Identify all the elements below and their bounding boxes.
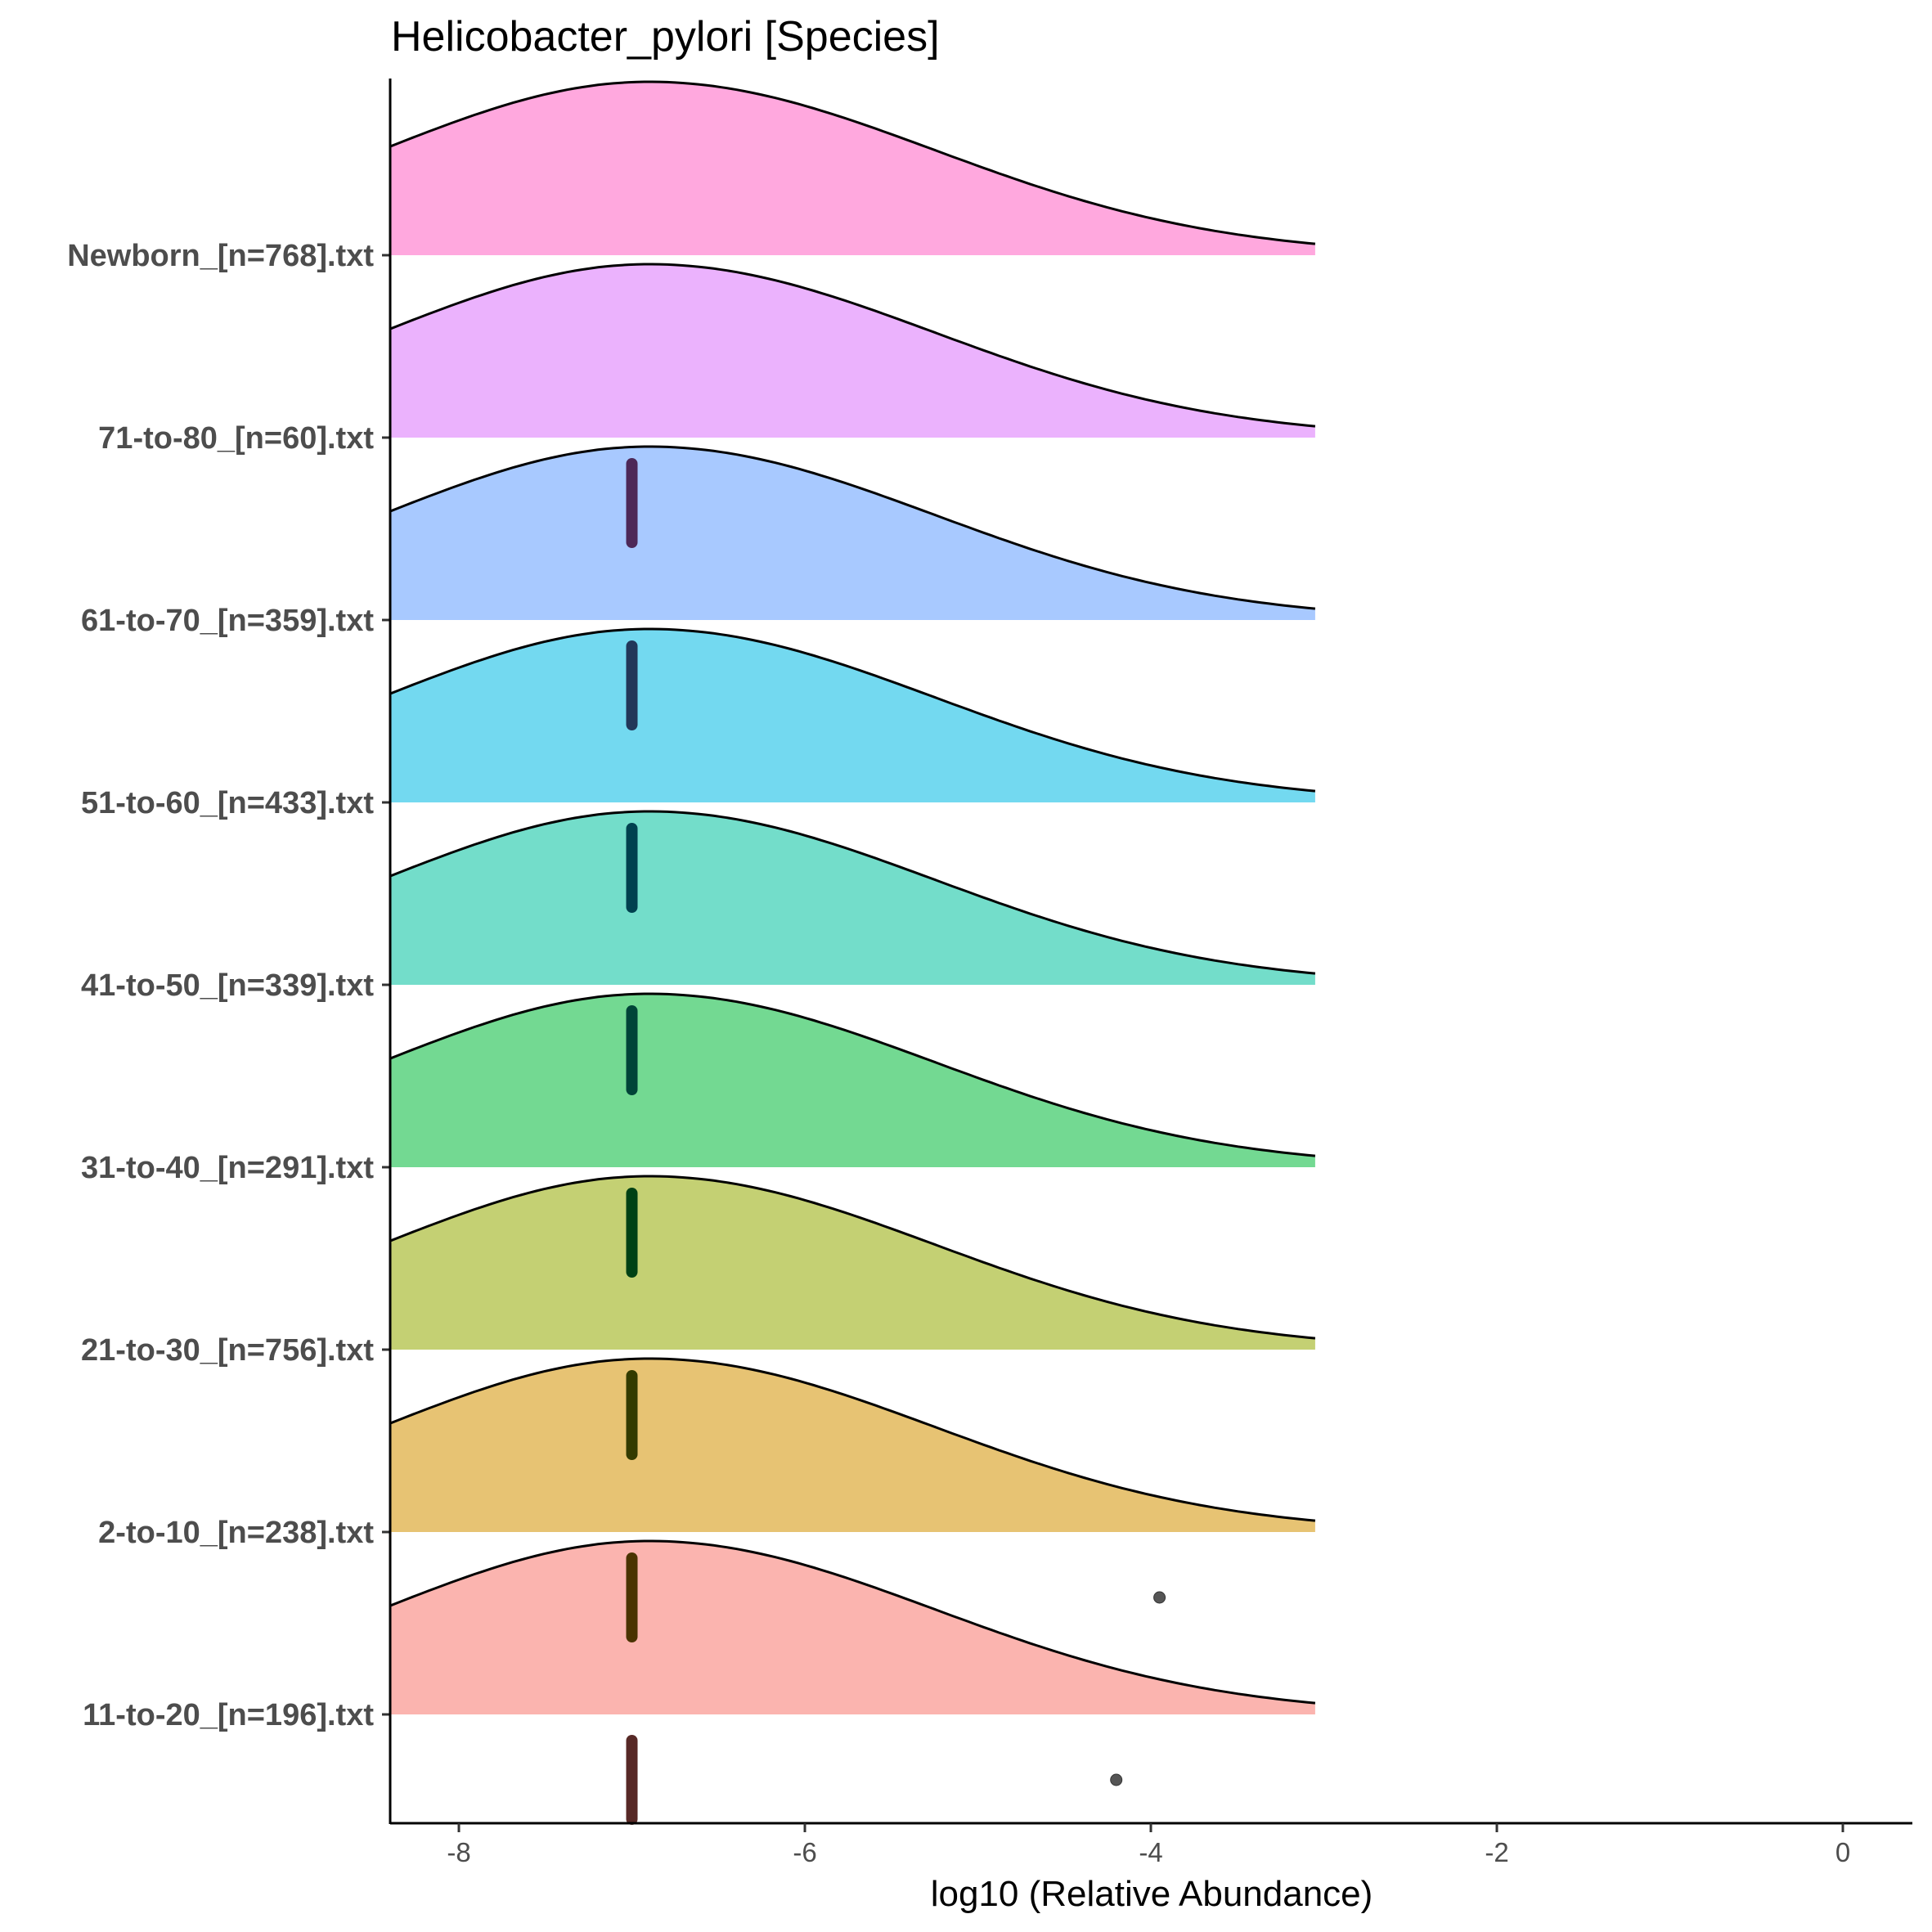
- x-tick-label: -6: [793, 1837, 816, 1867]
- y-axis-labels: 11-to-20_[n=196].txt 2-to-10_[n=238].txt 2…: [67, 239, 390, 1732]
- outlier-point: [1110, 1773, 1123, 1786]
- ridge-outline: [389, 992, 1316, 1157]
- y-tick-label: 61-to-70_[n=359].txt: [81, 604, 374, 638]
- ridge-outline: [389, 810, 1316, 975]
- ridge-fill: [389, 1176, 1315, 1350]
- y-tick-label: 2-to-10_[n=238].txt: [98, 1516, 374, 1550]
- y-tick-label: 31-to-40_[n=291].txt: [81, 1151, 374, 1185]
- x-tick-label: -4: [1139, 1837, 1162, 1867]
- ridge-outline: [389, 80, 1316, 245]
- ridge-fill: [389, 1541, 1315, 1714]
- ridge-fill: [389, 82, 1315, 255]
- ridge-outline: [389, 1539, 1316, 1705]
- y-tick-label: Newborn_[n=768].txt: [67, 239, 374, 273]
- ridge-fill: [389, 447, 1315, 620]
- boxes: [626, 458, 1166, 1825]
- ridge-outline: [389, 1357, 1316, 1522]
- ridge-fill: [389, 1359, 1315, 1532]
- chart-title: Helicobacter_pylori [Species]: [391, 13, 940, 61]
- ridge-fill: [389, 264, 1315, 438]
- x-axis-ticks: -8 -6 -4 -2 0: [447, 1823, 1850, 1867]
- ridge-outline: [389, 445, 1316, 610]
- y-tick-label: 11-to-20_[n=196].txt: [83, 1698, 374, 1732]
- x-tick-label: 0: [1835, 1837, 1850, 1867]
- ridge-outline: [389, 263, 1316, 428]
- ridge-fill: [389, 994, 1315, 1167]
- x-axis-title: log10 (Relative Abundance): [931, 1874, 1373, 1914]
- ridge-outline: [389, 627, 1316, 793]
- ridge-fill: [389, 811, 1315, 985]
- y-tick-label: 21-to-30_[n=756].txt: [81, 1333, 374, 1368]
- ridge-outline: [389, 1175, 1316, 1340]
- ridge-fill: [389, 629, 1315, 802]
- ridges: [389, 80, 1316, 1714]
- y-tick-label: 41-to-50_[n=339].txt: [81, 968, 374, 1003]
- outlier-point: [1153, 1591, 1166, 1604]
- y-tick-label: 71-to-80_[n=60].txt: [98, 421, 374, 456]
- x-tick-label: -2: [1485, 1837, 1508, 1867]
- x-tick-label: -8: [447, 1837, 470, 1867]
- y-tick-label: 51-to-60_[n=433].txt: [81, 786, 374, 820]
